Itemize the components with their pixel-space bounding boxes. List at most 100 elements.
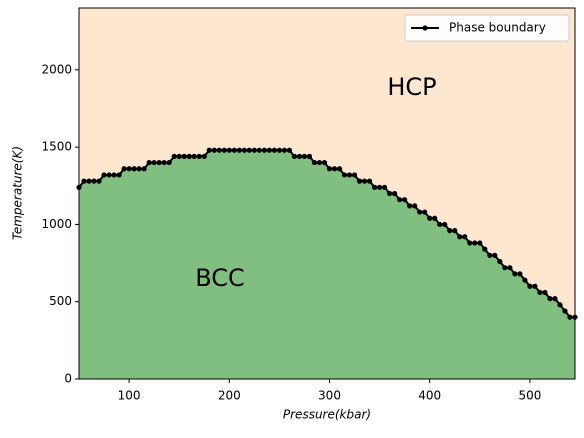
boundary-point (216, 147, 222, 153)
boundary-point (291, 153, 298, 159)
boundary-point (261, 147, 267, 153)
legend-label: Phase boundary (449, 21, 546, 35)
boundary-point (341, 172, 348, 178)
boundary-point (527, 283, 533, 289)
boundary-point (251, 147, 257, 153)
boundary-point (86, 178, 92, 184)
boundary-point (482, 246, 488, 252)
legend-marker (422, 25, 428, 31)
legend: Phase boundary (404, 14, 570, 42)
region-label: HCP (387, 73, 436, 101)
region-below (79, 150, 575, 379)
boundary-point (547, 296, 553, 302)
boundary-point (91, 178, 97, 184)
boundary-point (96, 178, 102, 184)
plot-area (76, 8, 578, 379)
boundary-point (366, 178, 373, 184)
boundary-point (457, 234, 463, 240)
boundary-point (477, 240, 483, 246)
boundary-point (286, 147, 293, 153)
y-tick-label: 2000 (41, 62, 72, 76)
boundary-point (241, 147, 247, 153)
boundary-point (356, 178, 363, 184)
y-tick-label: 500 (49, 294, 72, 308)
boundary-point (136, 166, 142, 172)
boundary-point (502, 265, 508, 271)
boundary-point (306, 153, 313, 159)
legend-box (404, 14, 570, 42)
boundary-point (442, 221, 448, 228)
boundary-point (131, 166, 137, 172)
boundary-point (201, 153, 207, 159)
boundary-point (101, 172, 107, 178)
boundary-point (507, 265, 513, 271)
boundary-point (336, 166, 343, 172)
boundary-point (151, 159, 157, 166)
boundary-point (176, 153, 182, 159)
boundary-point (311, 159, 318, 166)
boundary-point (397, 197, 403, 203)
boundary-point (417, 209, 423, 215)
y-tick-label: 1000 (41, 217, 72, 231)
x-tick-label: 500 (518, 389, 541, 403)
boundary-point (552, 296, 558, 302)
boundary-point (497, 258, 503, 265)
boundary-point (462, 234, 468, 240)
boundary-point (422, 209, 428, 215)
boundary-point (191, 153, 197, 159)
boundary-point (412, 203, 418, 209)
boundary-point (116, 172, 122, 178)
boundary-point (156, 159, 162, 166)
boundary-point (111, 172, 117, 178)
boundary-point (402, 197, 408, 203)
boundary-point (141, 166, 147, 172)
x-tick-label: 200 (218, 389, 241, 403)
boundary-point (407, 203, 413, 209)
boundary-point (557, 302, 563, 308)
y-axis-label: Temperature(K) (11, 146, 25, 240)
boundary-point (387, 190, 393, 197)
boundary-point (346, 172, 353, 178)
boundary-point (567, 314, 573, 320)
boundary-point (532, 283, 538, 289)
boundary-point (196, 153, 202, 159)
y-tick-label: 1500 (41, 140, 72, 154)
boundary-point (121, 166, 127, 172)
boundary-point (236, 147, 242, 153)
boundary-point (447, 228, 453, 234)
boundary-point (437, 221, 443, 228)
boundary-point (256, 147, 262, 153)
boundary-point (452, 228, 458, 234)
boundary-point (221, 147, 227, 153)
boundary-point (467, 240, 473, 246)
boundary-point (326, 166, 333, 172)
boundary-point (81, 178, 87, 184)
boundary-point (276, 147, 283, 153)
boundary-point (517, 271, 523, 277)
boundary-point (377, 184, 383, 190)
boundary-point (522, 277, 528, 283)
boundary-point (351, 172, 358, 178)
boundary-point (316, 159, 323, 166)
boundary-point (331, 166, 338, 172)
x-tick-label: 300 (318, 389, 341, 403)
boundary-point (371, 184, 378, 190)
boundary-point (512, 271, 518, 277)
boundary-point (161, 159, 167, 166)
boundary-point (321, 159, 328, 166)
boundary-point (266, 147, 272, 153)
boundary-point (537, 289, 543, 296)
boundary-point (542, 289, 548, 296)
boundary-point (281, 147, 288, 153)
boundary-point (181, 153, 187, 159)
boundary-point (492, 252, 498, 258)
boundary-point (487, 252, 493, 258)
boundary-point (246, 147, 252, 153)
boundary-point (472, 240, 478, 246)
boundary-point (166, 159, 172, 166)
x-tick-label: 400 (418, 389, 441, 403)
boundary-point (126, 166, 132, 172)
boundary-point (206, 147, 212, 153)
